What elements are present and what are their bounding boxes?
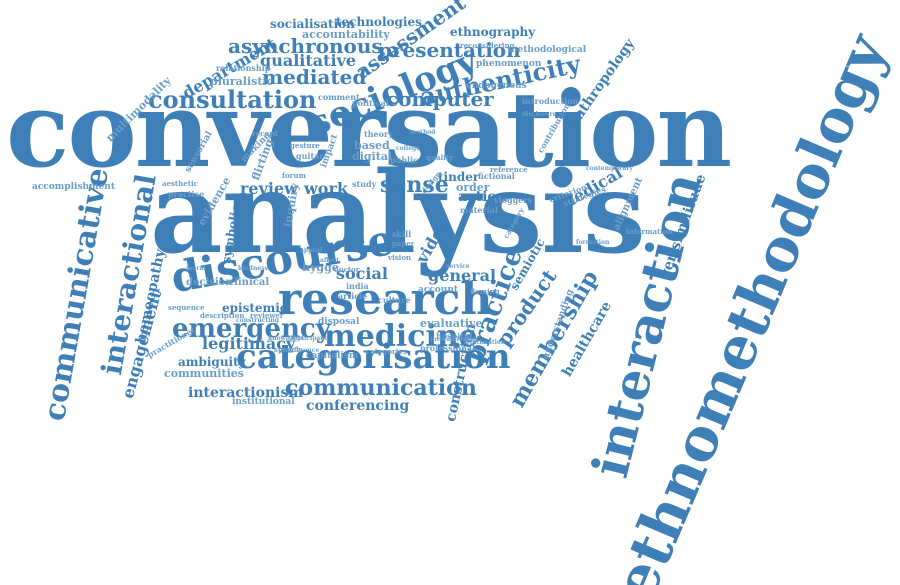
word-fictional: fictional	[478, 171, 515, 181]
word-emergency: emergency	[172, 314, 331, 344]
word-communicative: communicative	[37, 165, 117, 424]
word-social: social	[336, 264, 388, 283]
word-doctor: doctor	[334, 265, 360, 274]
word-research: research	[278, 274, 493, 325]
word-clinical: clinical	[228, 277, 270, 288]
word-accomplishment: accomplishment	[32, 182, 116, 192]
word-conference: conference	[282, 347, 320, 354]
word-study: study	[352, 179, 377, 189]
word-hygge: hygge	[302, 261, 339, 274]
word-paper: paper	[392, 239, 415, 248]
word-reconsidering: reconsidering	[460, 41, 515, 50]
word-article: article	[338, 291, 368, 301]
word-sense: sense	[380, 172, 449, 198]
word-aesthetic: aesthetic	[162, 179, 198, 188]
word-reviewer: reviewer	[250, 311, 284, 320]
word-legitimation: legitimation	[464, 339, 506, 346]
word-computer: computer	[386, 87, 494, 111]
word-interactionism: interactionism	[188, 385, 304, 401]
word-material: material	[460, 205, 498, 215]
word-categories: categories	[366, 347, 407, 356]
word-method: method	[410, 129, 436, 136]
word-communication: communication	[285, 375, 477, 401]
word-disclosure: disclosure	[522, 111, 557, 118]
word-professional: professional	[420, 343, 476, 353]
word-vision: vision	[388, 253, 412, 262]
word-reference: reference	[490, 165, 528, 174]
word-accountability: accountability	[302, 28, 390, 41]
word-culture: culture	[378, 295, 411, 305]
word-review: review	[240, 179, 298, 198]
word-description: description	[200, 311, 245, 320]
word-college: college	[396, 145, 421, 152]
word-flaming: flaming	[470, 287, 500, 296]
word-affect: affect	[320, 257, 340, 264]
word-service: service	[446, 263, 470, 270]
word-methodological: methodological	[508, 45, 587, 55]
word-digital: digital	[352, 150, 393, 163]
word-guitar: guitar	[296, 151, 324, 161]
word-order: order	[456, 181, 490, 194]
word-asynchronous: asynchronous	[228, 34, 383, 58]
word-qualitative: qualitative	[260, 51, 357, 70]
word-sequence: sequence	[168, 303, 205, 312]
word-ambiguity: ambiguity	[178, 355, 246, 369]
word-participant: participant	[290, 335, 328, 342]
word-theory: theory	[364, 129, 393, 139]
word-general: general	[428, 266, 497, 285]
word-constructing: constructing	[236, 317, 279, 324]
word-disposal: disposal	[318, 317, 360, 327]
word-conversation: conversation	[6, 68, 732, 191]
word-knowledge: knowledge	[268, 335, 304, 342]
word-relationship: relationship	[216, 63, 271, 73]
word-speech: speech	[274, 345, 302, 354]
word-account: account	[418, 285, 459, 295]
word-capitalism: capitalism	[306, 351, 359, 361]
word-appeal: appeal	[300, 247, 323, 254]
word-technologies: technologies	[336, 15, 422, 29]
word-forum: forum	[282, 171, 306, 180]
word-gesture: gesture	[290, 141, 320, 150]
word-decision: decision	[186, 277, 233, 288]
word-tinder: tinder	[438, 170, 480, 184]
word-based: based	[354, 139, 390, 152]
word-communities: communities	[164, 367, 244, 380]
word-contemporary: contemporary	[586, 165, 633, 172]
word-skill: skill	[392, 229, 412, 239]
word-interactionist: interactionist	[430, 336, 476, 343]
word-analysis: analysis	[150, 148, 646, 279]
word-moral: moral	[186, 265, 206, 272]
word-institutional: institutional	[232, 397, 295, 407]
word-information: information	[626, 227, 673, 236]
word-presentation: presentation	[378, 38, 521, 62]
word-vloggers: vloggers	[494, 195, 533, 205]
word-introduction: introduction	[522, 96, 579, 106]
word-pluralistic: pluralistic	[210, 75, 274, 88]
word-hospital: hospital	[436, 331, 473, 341]
word-phenomenon: phenomenon	[476, 59, 542, 69]
word-conferencing: conferencing	[306, 398, 410, 414]
word-public: public	[390, 155, 418, 165]
word-socialisation: socialisation	[270, 17, 355, 31]
word-endogenous: endogenous	[466, 81, 527, 91]
word-mediated: mediated	[262, 65, 367, 89]
word-evaluative: evaluative	[420, 317, 483, 330]
word-categorisation: categorisation	[236, 337, 511, 377]
word-record: record	[252, 129, 278, 138]
word-work: work	[304, 179, 348, 198]
word-kindness: kindness	[238, 265, 268, 272]
word-legitimacy: legitimacy	[202, 334, 296, 353]
word-medicine: medicine	[324, 319, 478, 354]
word-india: india	[346, 281, 369, 291]
word-epistemic: epistemic	[222, 301, 288, 315]
word-quality: quality	[426, 153, 454, 162]
word-ethnography: ethnography	[450, 25, 536, 39]
word-comment: comment	[318, 92, 360, 102]
word-political: political	[352, 98, 389, 108]
word-practise: practise	[168, 189, 205, 199]
word-action: action	[458, 189, 507, 205]
word-consultation: consultation	[148, 85, 317, 114]
word-formation: formation	[576, 239, 610, 246]
